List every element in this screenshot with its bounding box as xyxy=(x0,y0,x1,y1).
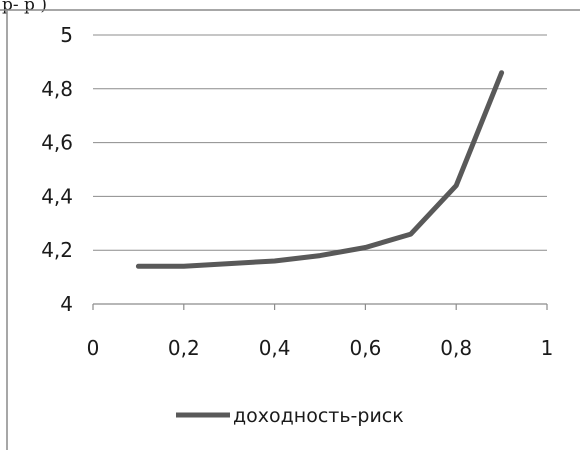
x-tick-label: 0 xyxy=(87,336,100,360)
gridlines xyxy=(93,34,547,251)
y-tick-labels: 4 4,2 4,4 4,6 4,8 5 xyxy=(41,23,73,316)
y-tick-label: 4 xyxy=(60,292,73,316)
y-tick-label: 4,2 xyxy=(41,238,73,262)
y-tick-label: 5 xyxy=(60,23,73,47)
x-tick-label: 0,6 xyxy=(349,336,381,360)
y-tick-label: 4,8 xyxy=(41,77,73,101)
legend-label: доходность-риск xyxy=(233,405,404,427)
y-tick-label: 4,4 xyxy=(41,184,73,208)
series-line xyxy=(135,70,505,269)
x-tick-label: 0,2 xyxy=(168,336,200,360)
x-tick-label: 0,8 xyxy=(440,336,472,360)
x-tick-label: 0,4 xyxy=(259,336,291,360)
x-axis xyxy=(92,303,548,310)
legend: доходность-риск xyxy=(176,405,404,427)
series-lines xyxy=(135,70,505,269)
y-tick-label: 4,6 xyxy=(41,131,73,155)
header-fragment: p- p ) xyxy=(2,0,47,15)
x-tick-label: 1 xyxy=(541,336,554,360)
x-tick-labels: 0 0,2 0,4 0,6 0,8 1 xyxy=(87,336,554,360)
